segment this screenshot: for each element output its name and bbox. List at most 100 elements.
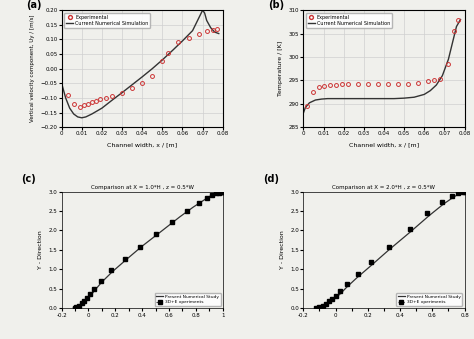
Present Numerical Study bbox=[217, 190, 223, 194]
Present Numerical Study bbox=[201, 198, 207, 202]
3D+E xperiments bbox=[72, 306, 78, 311]
Current Numerical Simulation bbox=[325, 97, 330, 101]
3D+E xperiments bbox=[407, 226, 412, 231]
3D+E xperiments bbox=[313, 306, 319, 311]
Experimental bbox=[139, 81, 145, 85]
Experimental bbox=[452, 29, 457, 33]
Text: (c): (c) bbox=[21, 174, 36, 184]
Legend: Present Numerical Study, 3D+E xperiments: Present Numerical Study, 3D+E xperiments bbox=[155, 293, 220, 306]
Line: Experimental: Experimental bbox=[305, 18, 460, 108]
Current Numerical Simulation bbox=[428, 88, 433, 93]
Current Numerical Simulation bbox=[449, 41, 455, 45]
Current Numerical Simulation bbox=[83, 115, 89, 119]
Current Numerical Simulation bbox=[439, 74, 445, 78]
Experimental bbox=[415, 81, 421, 85]
Experimental bbox=[210, 28, 216, 32]
3D+E xperiments bbox=[333, 294, 338, 298]
3D+E xperiments bbox=[356, 272, 361, 276]
Experimental bbox=[438, 77, 443, 81]
Current Numerical Simulation bbox=[301, 111, 306, 115]
3D+E xperiments bbox=[216, 191, 222, 195]
Experimental bbox=[320, 84, 326, 88]
3D+E xperiments bbox=[220, 190, 226, 194]
Current Numerical Simulation bbox=[421, 92, 427, 96]
Present Numerical Study bbox=[99, 280, 105, 284]
Experimental bbox=[103, 96, 109, 100]
3D+E xperiments bbox=[218, 190, 224, 194]
3D+E xperiments bbox=[455, 192, 461, 196]
3D+E xperiments bbox=[79, 301, 84, 305]
Legend: Present Numerical Study, 3D+E xperiments: Present Numerical Study, 3D+E xperiments bbox=[396, 293, 462, 306]
Present Numerical Study bbox=[326, 301, 332, 305]
Present Numerical Study bbox=[407, 231, 412, 235]
Current Numerical Simulation bbox=[170, 48, 175, 53]
Experimental bbox=[109, 94, 115, 98]
Line: Current Numerical Simulation: Current Numerical Simulation bbox=[303, 20, 460, 113]
Present Numerical Study bbox=[329, 299, 335, 303]
Experimental bbox=[339, 82, 345, 86]
Current Numerical Simulation bbox=[351, 97, 356, 101]
3D+E xperiments bbox=[153, 232, 158, 236]
Current Numerical Simulation bbox=[302, 105, 308, 109]
Current Numerical Simulation bbox=[457, 18, 463, 22]
3D+E xperiments bbox=[82, 299, 87, 303]
Text: (b): (b) bbox=[268, 0, 284, 10]
Current Numerical Simulation bbox=[119, 91, 125, 95]
Current Numerical Simulation bbox=[99, 106, 105, 110]
Current Numerical Simulation bbox=[190, 28, 195, 33]
3D+E xperiments bbox=[204, 196, 210, 200]
Experimental bbox=[65, 93, 71, 97]
Y-axis label: Vertical velocity component, Uy / [m/s]: Vertical velocity component, Uy / [m/s] bbox=[30, 15, 35, 122]
Present Numerical Study bbox=[462, 190, 467, 194]
Experimental bbox=[71, 102, 77, 106]
Experimental bbox=[93, 99, 99, 103]
Present Numerical Study bbox=[344, 285, 350, 289]
Current Numerical Simulation bbox=[202, 11, 208, 15]
3D+E xperiments bbox=[368, 260, 374, 264]
3D+E xperiments bbox=[76, 304, 82, 308]
Current Numerical Simulation bbox=[446, 57, 451, 61]
Present Numerical Study bbox=[323, 303, 329, 307]
Present Numerical Study bbox=[123, 258, 129, 262]
3D+E xperiments bbox=[344, 282, 350, 286]
Line: Current Numerical Simulation: Current Numerical Simulation bbox=[62, 10, 219, 118]
3D+E xperiments bbox=[337, 289, 343, 293]
Present Numerical Study bbox=[191, 205, 196, 209]
3D+E xperiments bbox=[323, 302, 329, 306]
3D+E xperiments bbox=[386, 245, 392, 249]
Experimental bbox=[186, 36, 191, 40]
Y-axis label: Y - Direction: Y - Direction bbox=[38, 231, 43, 270]
3D+E xperiments bbox=[462, 190, 467, 194]
Present Numerical Study bbox=[460, 190, 466, 194]
3D+E xperiments bbox=[137, 245, 142, 249]
3D+E xperiments bbox=[425, 211, 430, 215]
Experimental bbox=[175, 40, 181, 44]
Present Numerical Study bbox=[215, 191, 220, 195]
Current Numerical Simulation bbox=[180, 39, 185, 43]
Experimental bbox=[405, 82, 411, 86]
X-axis label: Channel width, x / [m]: Channel width, x / [m] bbox=[349, 142, 419, 147]
Experimental bbox=[89, 100, 95, 104]
Current Numerical Simulation bbox=[208, 26, 213, 30]
Present Numerical Study bbox=[216, 190, 222, 194]
Experimental bbox=[431, 78, 437, 82]
Present Numerical Study bbox=[219, 190, 224, 194]
Experimental bbox=[97, 97, 103, 101]
Line: Present Numerical Study: Present Numerical Study bbox=[316, 192, 465, 308]
3D+E xperiments bbox=[98, 279, 103, 283]
Current Numerical Simulation bbox=[79, 116, 84, 120]
3D+E xperiments bbox=[209, 193, 215, 197]
Legend: Experimental, Current Numerical Simulation: Experimental, Current Numerical Simulati… bbox=[64, 13, 150, 28]
Present Numerical Study bbox=[317, 306, 322, 310]
Present Numerical Study bbox=[159, 228, 165, 233]
Current Numerical Simulation bbox=[212, 30, 218, 34]
Present Numerical Study bbox=[220, 190, 226, 194]
Line: Present Numerical Study: Present Numerical Study bbox=[73, 192, 223, 308]
Current Numerical Simulation bbox=[63, 96, 68, 100]
Current Numerical Simulation bbox=[71, 112, 77, 116]
Present Numerical Study bbox=[441, 202, 447, 206]
Current Numerical Simulation bbox=[361, 97, 367, 101]
3D+E xperiments bbox=[91, 287, 97, 291]
Experimental bbox=[375, 82, 381, 86]
Current Numerical Simulation bbox=[149, 67, 155, 71]
